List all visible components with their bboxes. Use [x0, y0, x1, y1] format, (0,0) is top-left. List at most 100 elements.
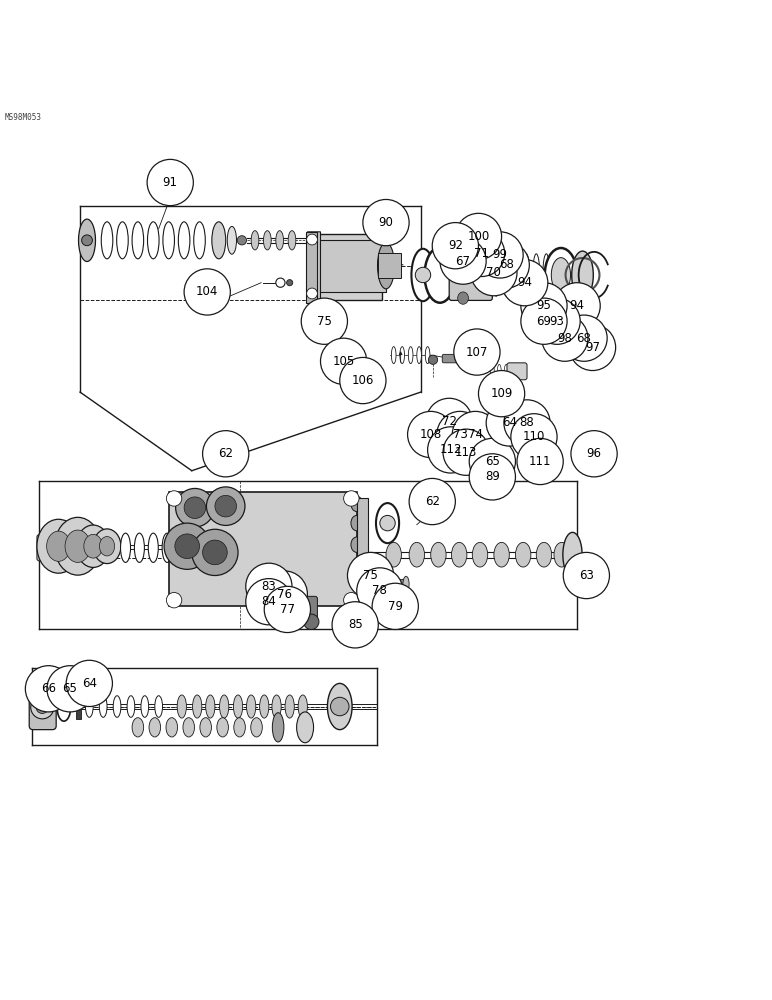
Text: 65: 65: [63, 682, 77, 695]
Ellipse shape: [246, 695, 256, 718]
Ellipse shape: [200, 718, 212, 737]
Circle shape: [167, 491, 181, 506]
Ellipse shape: [113, 696, 121, 717]
Circle shape: [164, 523, 210, 569]
Circle shape: [376, 587, 384, 595]
Ellipse shape: [543, 254, 550, 296]
Circle shape: [486, 400, 533, 446]
Circle shape: [332, 602, 378, 648]
Ellipse shape: [513, 254, 520, 296]
Ellipse shape: [127, 696, 135, 717]
Text: 99: 99: [493, 248, 507, 261]
Ellipse shape: [400, 347, 405, 364]
Ellipse shape: [411, 249, 435, 301]
Ellipse shape: [431, 542, 446, 567]
FancyBboxPatch shape: [306, 232, 317, 303]
Ellipse shape: [132, 222, 144, 259]
Ellipse shape: [176, 533, 186, 562]
Ellipse shape: [551, 258, 571, 292]
Text: 70: 70: [486, 266, 501, 279]
Circle shape: [571, 431, 617, 477]
Circle shape: [483, 242, 530, 288]
Ellipse shape: [149, 718, 161, 737]
Ellipse shape: [272, 695, 281, 718]
Circle shape: [521, 283, 567, 329]
Ellipse shape: [263, 231, 271, 250]
FancyBboxPatch shape: [29, 685, 56, 730]
Ellipse shape: [391, 347, 396, 364]
Circle shape: [167, 592, 181, 608]
Circle shape: [471, 250, 517, 296]
Ellipse shape: [217, 718, 229, 737]
Circle shape: [202, 540, 227, 565]
Ellipse shape: [458, 246, 469, 258]
Circle shape: [344, 491, 359, 506]
Ellipse shape: [472, 542, 488, 567]
Ellipse shape: [490, 364, 494, 378]
Text: 94: 94: [517, 276, 532, 289]
Circle shape: [480, 367, 486, 374]
Text: 62: 62: [425, 495, 440, 508]
Text: 64: 64: [502, 416, 516, 429]
FancyBboxPatch shape: [507, 363, 527, 380]
Text: 73: 73: [452, 428, 467, 441]
Text: 85: 85: [348, 618, 363, 631]
Ellipse shape: [503, 254, 510, 296]
Ellipse shape: [84, 534, 103, 558]
Circle shape: [82, 235, 93, 246]
Circle shape: [245, 563, 292, 609]
Circle shape: [502, 260, 548, 306]
FancyBboxPatch shape: [76, 702, 81, 719]
Polygon shape: [307, 232, 320, 315]
Ellipse shape: [425, 347, 430, 364]
Ellipse shape: [117, 222, 128, 259]
Text: 88: 88: [520, 416, 534, 429]
Ellipse shape: [497, 364, 501, 378]
Circle shape: [31, 696, 54, 719]
Text: 109: 109: [490, 387, 513, 400]
Text: 77: 77: [280, 603, 295, 616]
Ellipse shape: [572, 251, 594, 299]
Text: 108: 108: [419, 428, 442, 441]
Ellipse shape: [155, 696, 163, 717]
Circle shape: [408, 411, 454, 458]
Text: 63: 63: [579, 569, 594, 582]
FancyBboxPatch shape: [305, 596, 317, 624]
Ellipse shape: [516, 542, 531, 567]
Circle shape: [174, 534, 199, 559]
Circle shape: [380, 515, 395, 531]
Circle shape: [184, 269, 230, 315]
Ellipse shape: [86, 696, 93, 717]
Ellipse shape: [494, 542, 510, 567]
Bar: [320, 240, 386, 292]
Circle shape: [517, 438, 564, 485]
Ellipse shape: [233, 695, 242, 718]
Ellipse shape: [273, 713, 284, 742]
Ellipse shape: [493, 254, 499, 296]
Ellipse shape: [251, 718, 262, 737]
Ellipse shape: [46, 531, 70, 561]
Text: 95: 95: [537, 299, 551, 312]
Circle shape: [191, 529, 238, 576]
Ellipse shape: [55, 517, 101, 575]
Ellipse shape: [65, 530, 90, 562]
Ellipse shape: [132, 718, 144, 737]
Circle shape: [306, 234, 317, 245]
Circle shape: [478, 356, 486, 364]
Circle shape: [206, 487, 245, 525]
Ellipse shape: [76, 525, 110, 567]
Ellipse shape: [298, 695, 307, 718]
Circle shape: [479, 371, 525, 417]
FancyBboxPatch shape: [37, 535, 51, 561]
Circle shape: [71, 703, 77, 710]
Ellipse shape: [458, 292, 469, 304]
Circle shape: [415, 267, 431, 283]
Text: 75: 75: [317, 315, 332, 328]
Circle shape: [521, 298, 567, 344]
Circle shape: [570, 324, 615, 371]
Text: 74: 74: [468, 428, 483, 441]
Text: 89: 89: [485, 470, 499, 483]
Ellipse shape: [276, 231, 283, 250]
Circle shape: [511, 414, 557, 460]
Ellipse shape: [403, 576, 409, 592]
